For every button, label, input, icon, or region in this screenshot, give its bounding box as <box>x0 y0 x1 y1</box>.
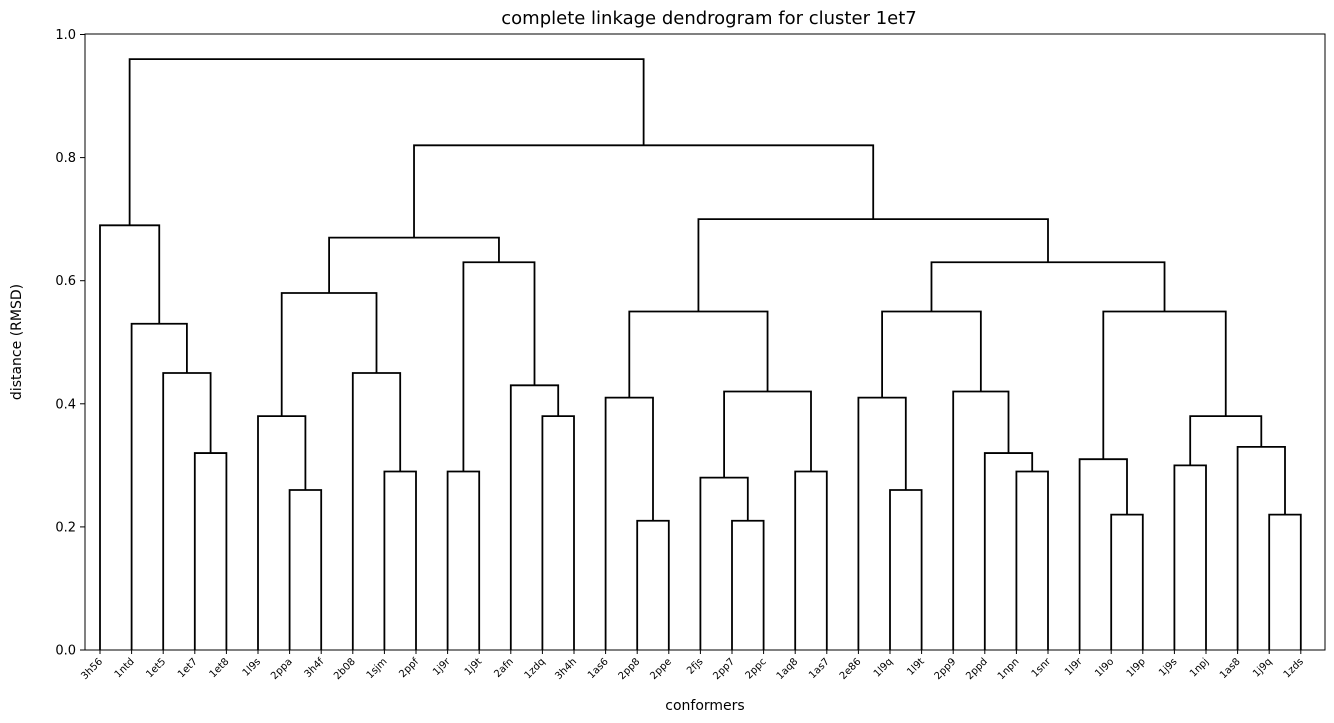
leaf-label: 1j9r <box>431 656 453 678</box>
dendrogram-link <box>99 224 161 650</box>
dendrogram-link <box>699 476 749 650</box>
leaf-label: 2afn <box>492 656 516 680</box>
dendrogram-link <box>257 415 307 650</box>
leaf-label: 1et7 <box>176 656 200 680</box>
leaf-label: 2b08 <box>332 656 358 682</box>
dendrogram-link <box>1268 513 1302 650</box>
leaf-label: 1sjm <box>365 656 390 681</box>
y-axis-label: distance (RMSD) <box>9 284 25 400</box>
leaf-label: 2pp8 <box>617 656 643 682</box>
dendrogram-link <box>288 489 323 650</box>
dendrogram-link <box>328 236 500 294</box>
leaf-label: 2ppc <box>744 656 769 681</box>
leaf-label: 1npj <box>1188 656 1211 679</box>
dendrogram-link <box>541 415 575 650</box>
leaf-label: 1as7 <box>807 656 832 681</box>
leaf-label: 2e86 <box>838 656 864 682</box>
leaf-label: 1as8 <box>1218 656 1243 681</box>
dendrogram-link <box>930 261 1166 312</box>
dendrogram-link <box>1102 310 1227 460</box>
leaf-label: 2ppe <box>648 656 674 682</box>
dendrogram-link <box>193 452 228 650</box>
dendrogram-link <box>731 519 765 650</box>
dendrogram-link <box>636 519 670 650</box>
dendrogram-link <box>889 489 923 650</box>
leaf-label: 1j9s <box>1157 656 1179 678</box>
leaf-label: 2pp7 <box>711 656 737 682</box>
dendrogram-links <box>99 58 1302 650</box>
leaf-label: 1j9q <box>1251 656 1274 679</box>
dendrogram-link <box>128 58 645 226</box>
y-tick-label: 0.8 <box>55 151 76 166</box>
y-tick-label: 0.6 <box>55 274 76 289</box>
leaf-label: 2pp9 <box>933 656 959 682</box>
x-axis: 3h56 1ntd 1et5 1et7 1et8 1l9s 2ppa 3h4f 2b08 1sjm… <box>79 650 1306 682</box>
leaf-label: 1et5 <box>144 656 168 680</box>
leaf-label: 1l9o <box>1093 656 1116 679</box>
leaf-label: 1ntd <box>113 656 137 680</box>
leaf-label: 2ppf <box>397 656 421 680</box>
leaf-label: 2ppd <box>964 656 990 682</box>
leaf-label: 1aq8 <box>775 656 801 682</box>
dendrogram-link <box>351 372 402 650</box>
x-axis-label: conformers <box>665 698 744 714</box>
dendrogram-link <box>857 396 907 650</box>
dendrogram-link <box>413 144 875 238</box>
dendrogram-link <box>462 261 536 472</box>
leaf-label: 3h4h <box>553 656 579 682</box>
dendrogram-link <box>1236 445 1286 650</box>
dendrogram-link <box>983 452 1034 650</box>
dendrogram-link <box>280 292 378 417</box>
dendrogram-link <box>697 218 1049 312</box>
leaf-label: 1snr <box>1030 656 1054 680</box>
y-tick-label: 0.0 <box>55 644 76 659</box>
y-tick-label: 0.2 <box>55 520 76 535</box>
dendrogram-link <box>383 470 417 650</box>
plot-frame <box>84 33 1326 651</box>
dendrogram-link <box>723 390 812 478</box>
dendrogram-link <box>952 390 1010 650</box>
y-axis: 0.0 0.2 0.4 0.6 0.8 1.0 <box>55 28 85 659</box>
leaf-label: 3h4f <box>303 656 327 680</box>
leaf-label: 1l9t <box>905 656 927 678</box>
dendrogram-link <box>794 470 828 650</box>
leaf-label: 2fjs <box>685 656 705 676</box>
leaf-label: 1zdq <box>523 656 548 681</box>
leaf-label: 1as6 <box>586 656 611 681</box>
y-tick-label: 0.4 <box>55 397 76 412</box>
y-tick-label: 1.0 <box>55 28 76 43</box>
chart-title: complete linkage dendrogram for cluster … <box>501 8 916 29</box>
leaf-label: 1et8 <box>208 656 232 680</box>
leaf-label: 1l9q <box>872 656 895 679</box>
dendrogram-link <box>162 372 212 650</box>
dendrogram-link <box>509 384 560 650</box>
dendrogram-link <box>881 310 982 398</box>
leaf-label: 1l9s <box>241 656 263 678</box>
leaf-label: 1l9r <box>1063 656 1085 678</box>
leaf-label: 1zds <box>1282 656 1306 680</box>
leaf-label: 1j9t <box>463 656 485 678</box>
dendrogram-link <box>446 470 481 650</box>
leaf-label: 2ppa <box>269 656 295 682</box>
dendrogram-link <box>1015 470 1049 650</box>
leaf-label: 1l9p <box>1125 656 1148 679</box>
dendrogram-link <box>604 396 654 650</box>
dendrogram-link <box>1078 458 1128 650</box>
leaf-label: 3h56 <box>79 656 105 682</box>
dendrogram-link <box>628 310 769 398</box>
dendrogram-link <box>1110 513 1144 650</box>
dendrogram-link <box>1189 415 1263 466</box>
dendrogram-link <box>1173 464 1207 650</box>
leaf-label: 1npn <box>996 656 1022 682</box>
